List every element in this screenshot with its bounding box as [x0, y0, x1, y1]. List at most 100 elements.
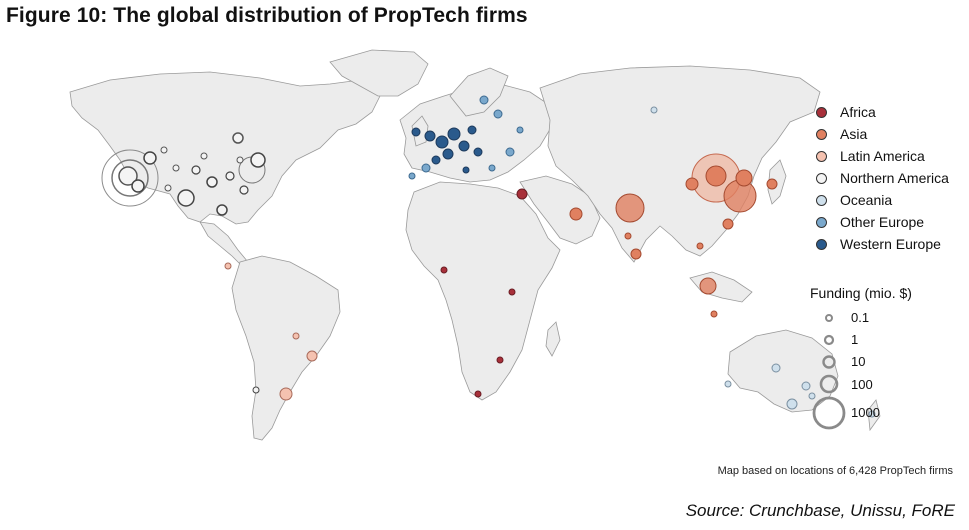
legend-label: Western Europe — [840, 236, 941, 252]
firm-marker — [101, 149, 159, 207]
legend-swatch — [816, 216, 827, 228]
firm-marker — [177, 189, 195, 207]
firm-marker — [467, 125, 477, 135]
source-caption: Source: Crunchbase, Unissu, FoRE — [685, 501, 955, 520]
firm-marker — [279, 387, 293, 401]
firm-marker — [462, 166, 470, 174]
firm-marker — [442, 148, 454, 160]
firm-marker — [191, 165, 201, 175]
firm-marker — [131, 179, 145, 193]
funding-legend-symbols — [812, 314, 846, 430]
firm-marker — [868, 410, 876, 418]
firm-marker — [735, 169, 753, 187]
firm-markers — [101, 95, 876, 418]
funding-label-100: 100 — [851, 377, 873, 392]
legend-swatch — [816, 128, 827, 140]
madagascar-landmass — [545, 321, 561, 357]
firm-marker — [705, 165, 727, 187]
firm-marker — [493, 109, 503, 119]
firm-marker — [236, 156, 244, 164]
firm-marker — [696, 242, 704, 250]
firm-marker — [200, 152, 208, 160]
region-legend: Africa Asia Latin America Northern Ameri… — [814, 101, 949, 255]
legend-swatch — [816, 194, 827, 206]
firm-marker — [411, 127, 421, 137]
firm-marker — [408, 172, 416, 180]
firm-marker — [206, 176, 218, 188]
funding-symbol-1000 — [812, 396, 846, 430]
firm-marker — [431, 155, 441, 165]
legend-swatch — [816, 106, 827, 118]
funding-legend-title: Funding (mio. $) — [810, 285, 912, 301]
firm-marker — [250, 152, 266, 168]
legend-item-western-europe: Western Europe — [814, 233, 949, 255]
funding-symbol-10 — [822, 355, 836, 369]
firm-marker — [479, 95, 489, 105]
firm-marker — [624, 232, 632, 240]
legend-label: Africa — [840, 104, 876, 120]
scandinavia-landmass — [449, 67, 509, 117]
firm-marker — [164, 184, 172, 192]
legend-swatch — [816, 150, 827, 162]
firm-marker — [722, 218, 734, 230]
legend-label: Other Europe — [840, 214, 925, 230]
firm-marker — [685, 177, 699, 191]
firm-marker — [615, 193, 645, 223]
legend-swatch — [816, 238, 827, 250]
firm-marker — [118, 166, 138, 186]
firm-marker — [143, 151, 157, 165]
firm-marker — [650, 106, 658, 114]
land-masses — [69, 49, 881, 441]
firm-marker — [111, 159, 149, 197]
firm-marker — [569, 207, 583, 221]
firm-marker — [516, 188, 528, 200]
funding-label-1: 1 — [851, 332, 859, 347]
firm-marker — [440, 266, 448, 274]
south-america-landmass — [231, 255, 341, 441]
firm-marker — [808, 392, 816, 400]
legend-item-other-europe: Other Europe — [814, 211, 949, 233]
firm-marker — [710, 310, 718, 318]
firm-marker — [232, 132, 244, 144]
firm-marker — [252, 386, 260, 394]
funding-symbol-1 — [823, 334, 835, 346]
firm-marker — [699, 277, 717, 295]
legend-label: Latin America — [840, 148, 925, 164]
australia-landmass — [727, 329, 839, 413]
firm-marker — [447, 127, 461, 141]
firm-marker — [766, 178, 778, 190]
legend-item-africa: Africa — [814, 101, 949, 123]
asia-landmass — [539, 65, 821, 263]
firm-marker — [801, 381, 811, 391]
firm-marker — [292, 332, 300, 340]
firm-marker — [771, 363, 781, 373]
legend-item-latin-america: Latin America — [814, 145, 949, 167]
figure-title: Figure 10: The global distribution of Pr… — [6, 4, 528, 27]
legend-item-northern-america: Northern America — [814, 167, 949, 189]
firm-marker — [421, 163, 431, 173]
firm-marker — [496, 356, 504, 364]
legend-swatch — [816, 172, 827, 184]
funding-label-10: 10 — [851, 354, 866, 369]
greenland-landmass — [329, 49, 429, 97]
firm-marker — [505, 147, 515, 157]
map-note: Map based on locations of 6,428 PropTech… — [717, 465, 953, 477]
funding-label-0.1: 0.1 — [851, 310, 870, 325]
funding-label-1000: 1000 — [851, 405, 880, 420]
firm-marker — [488, 164, 496, 172]
firm-marker — [630, 248, 642, 260]
legend-item-oceania: Oceania — [814, 189, 949, 211]
legend-label: Northern America — [840, 170, 949, 186]
firm-marker — [435, 135, 449, 149]
firm-marker — [225, 171, 235, 181]
firm-marker — [224, 262, 232, 270]
firm-marker — [239, 185, 249, 195]
funding-symbol-0.1 — [825, 314, 833, 322]
central-america-landmass — [199, 221, 249, 267]
firm-marker — [160, 146, 168, 154]
legend-label: Oceania — [840, 192, 893, 208]
firm-marker — [306, 350, 318, 362]
firm-marker — [786, 398, 798, 410]
legend-label: Asia — [840, 126, 868, 142]
